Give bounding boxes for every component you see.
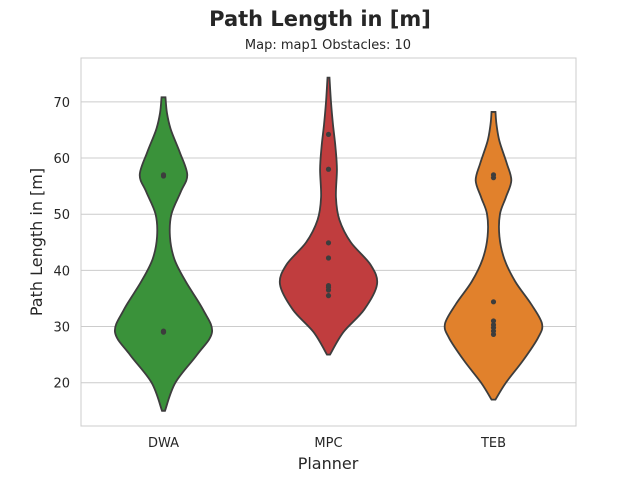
data-point-mpc [325, 282, 332, 289]
data-point-teb [490, 318, 497, 324]
data-point-mpc [325, 255, 332, 261]
chart-subtitle: Map: map1 Obstacles: 10 [245, 38, 411, 53]
data-point-mpc [325, 131, 332, 138]
x-tick-label-mpc: MPC [314, 436, 342, 451]
y-tick-label: 30 [53, 321, 70, 336]
x-tick-labels: DWA MPC TEB [148, 436, 506, 451]
violin-teb [443, 111, 544, 401]
y-tick-label: 70 [53, 96, 70, 111]
y-tick-label: 20 [53, 377, 70, 392]
y-tick-label: 50 [53, 208, 70, 223]
data-point-teb [490, 172, 497, 178]
data-point-mpc [325, 166, 332, 172]
data-point-dwa [160, 329, 167, 335]
data-points [160, 131, 497, 338]
x-tick-label-teb: TEB [480, 436, 506, 451]
violin-mpc [278, 76, 379, 356]
violins [114, 76, 544, 412]
data-point-teb [490, 299, 497, 305]
y-axis-label: Path Length in [m] [27, 168, 46, 316]
data-point-mpc [325, 240, 332, 246]
x-axis-label: Planner [298, 454, 359, 473]
data-point-mpc [325, 293, 332, 299]
violin-dwa [114, 96, 213, 412]
y-tick-label: 40 [53, 264, 70, 279]
x-tick-label-dwa: DWA [148, 436, 179, 451]
data-point-dwa [160, 172, 167, 178]
data-point-teb [490, 322, 497, 328]
chart-title: Path Length in [m] [209, 7, 431, 31]
y-tick-label: 60 [53, 152, 70, 167]
y-tick-labels: 20 30 40 50 60 70 [53, 96, 70, 392]
plot-frame [80, 57, 577, 427]
